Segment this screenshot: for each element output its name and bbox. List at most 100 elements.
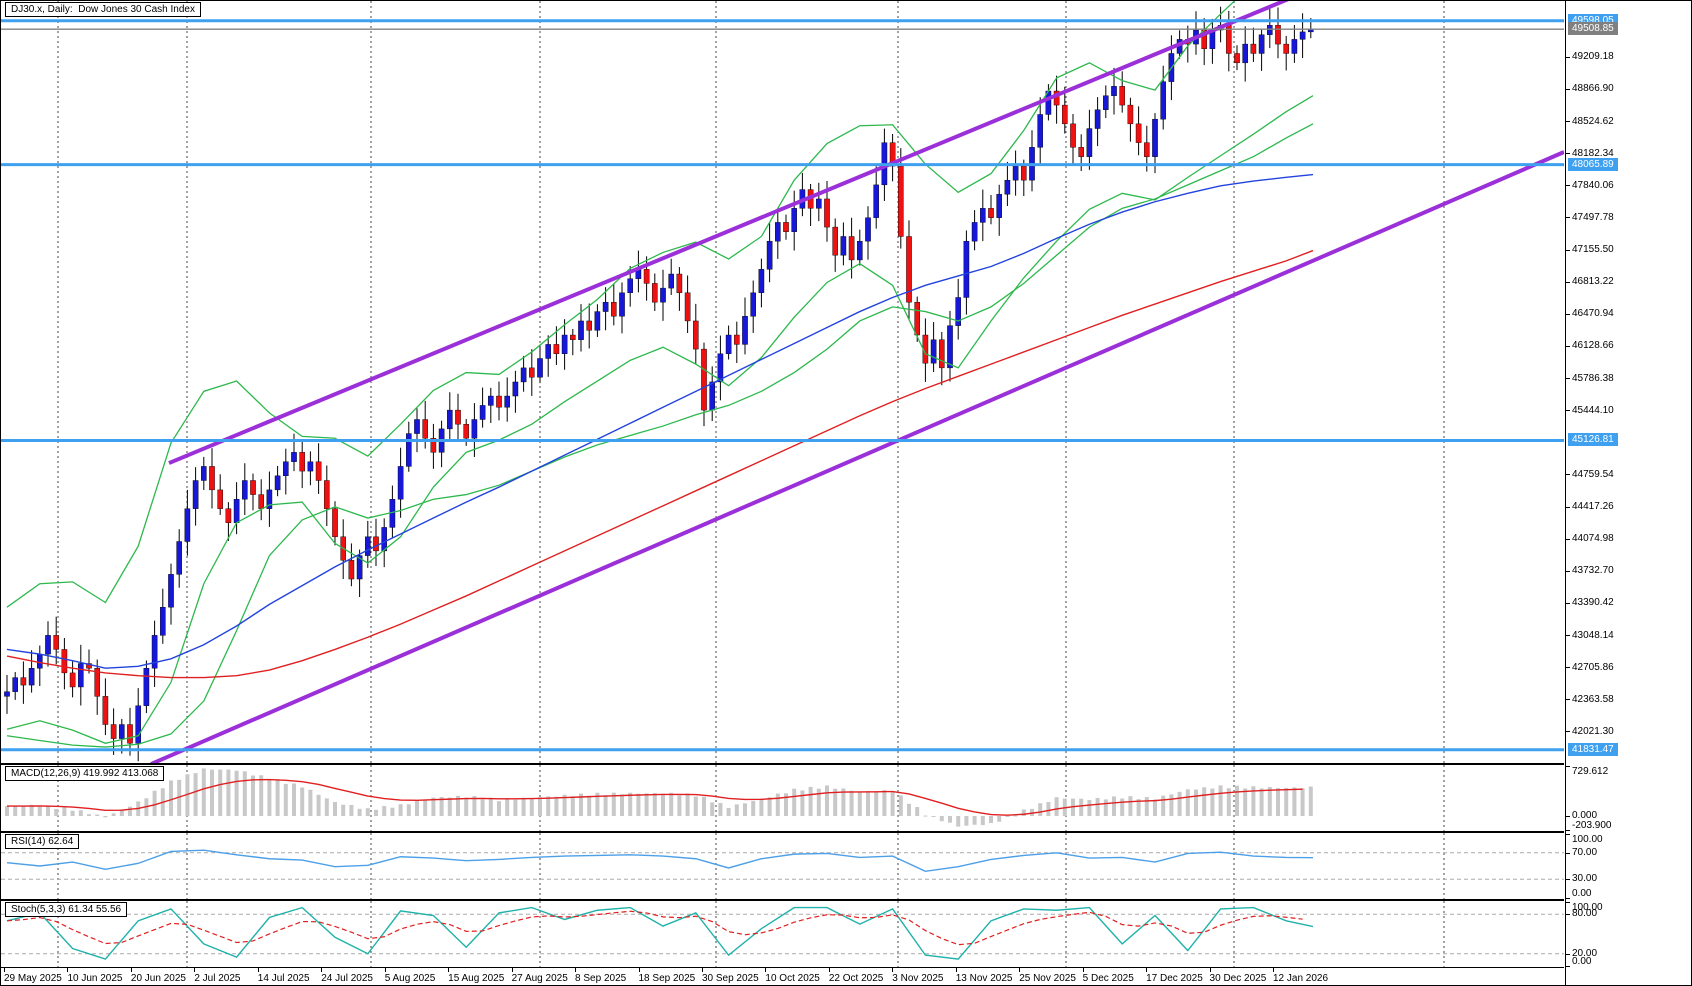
price-chart-canvas[interactable] <box>1 1 1564 763</box>
price-axis-tick <box>1566 313 1570 315</box>
macd-panel[interactable]: MACD(12,26,9) 419.992 413.068 <box>1 765 1564 831</box>
panel-separator[interactable] <box>1 831 1564 833</box>
indicator-axis-tick <box>1566 953 1570 955</box>
date-tick-label: 24 Jul 2025 <box>321 973 373 984</box>
indicator-scale-label: 0.00 <box>1572 888 1592 899</box>
indicator-axis-tick <box>1566 966 1570 967</box>
main-chart-area[interactable]: DJ30.x, Daily: Dow Jones 30 Cash Index <box>1 1 1564 763</box>
stoch-panel[interactable]: Stoch(5,3,3) 61.34 55.56 <box>1 901 1564 967</box>
date-axis-tick <box>638 968 640 972</box>
panel-separator[interactable] <box>1 899 1564 901</box>
indicator-axis-tick <box>1566 829 1570 831</box>
price-tick-label: 44417.26 <box>1572 501 1614 513</box>
date-axis-tick <box>1273 968 1274 972</box>
date-axis-tick <box>257 968 259 972</box>
price-tick-label: 47840.06 <box>1572 179 1614 191</box>
indicator-scale-label: 30.00 <box>1572 873 1598 885</box>
indicator-scale-label: 0.00 <box>1572 956 1592 967</box>
date-tick-label: 5 Aug 2025 <box>384 973 436 984</box>
date-axis-tick <box>384 968 386 972</box>
indicator-scale-label: -203.900 <box>1572 820 1612 831</box>
date-tick-label: 30 Dec 2025 <box>1209 973 1267 984</box>
price-tick-label: 46470.94 <box>1572 308 1614 320</box>
date-axis-tick <box>4 968 5 972</box>
indicator-axis-tick <box>1566 834 1570 835</box>
date-tick-label: 12 Jan 2026 <box>1273 973 1329 984</box>
price-axis-tick <box>1566 56 1570 58</box>
date-tick-label: 15 Aug 2025 <box>448 973 505 984</box>
indicator-scale-label: 0.000 <box>1572 810 1598 821</box>
macd-label: MACD(12,26,9) 419.992 413.068 <box>5 766 165 781</box>
indicator-axis-tick <box>1566 914 1570 916</box>
price-tick-label: 43732.70 <box>1572 565 1614 577</box>
indicator-scale-label: 729.612 <box>1572 766 1609 777</box>
date-axis-tick <box>321 968 323 972</box>
price-line-badge: 48065.89 <box>1568 157 1618 171</box>
price-tick-label: 44759.54 <box>1572 468 1614 480</box>
macd-signal-line <box>6 778 1303 816</box>
date-tick-label: 18 Sep 2025 <box>638 973 696 984</box>
date-tick-label: 20 Jun 2025 <box>130 973 186 984</box>
indicator-axis-tick <box>1566 852 1570 854</box>
price-axis-tick <box>1566 667 1570 669</box>
price-axis-tick <box>1566 506 1570 508</box>
price-tick-label: 43390.42 <box>1572 597 1614 609</box>
panel-separator[interactable] <box>1 763 1564 765</box>
macd-histogram <box>5 768 1313 827</box>
date-axis-tick <box>765 968 767 972</box>
date-tick-label: 13 Nov 2025 <box>955 973 1013 984</box>
price-axis-tick <box>1566 281 1570 283</box>
price-axis-tick <box>1566 217 1570 219</box>
date-axis-tick <box>828 968 830 972</box>
price-tick-label: 47497.78 <box>1572 211 1614 223</box>
date-tick-label: 10 Jun 2025 <box>67 973 123 984</box>
price-axis-tick <box>1566 410 1570 412</box>
indicator-axis-tick <box>1566 766 1570 768</box>
channel-line-upper <box>168 1 1289 465</box>
date-axis-tick <box>130 968 132 972</box>
candles-series <box>4 6 1314 762</box>
indicator-scale-label: 80.00 <box>1572 908 1598 920</box>
date-axis-tick <box>1082 968 1084 972</box>
price-axis-tick <box>1566 474 1570 476</box>
price-line-badge: 41831.47 <box>1568 742 1618 756</box>
rsi-canvas[interactable] <box>1 833 1564 899</box>
date-tick-label: 25 Nov 2025 <box>1019 973 1076 984</box>
price-axis-tick <box>1566 153 1570 155</box>
time-axis[interactable]: 29 May 2025 10 Jun 2025 20 Jun 2025 2 Jul 2… <box>1 967 1564 985</box>
price-axis-tick <box>1566 185 1570 187</box>
indicator-scale-label: 70.00 <box>1572 846 1598 858</box>
price-axis-tick <box>1566 699 1570 701</box>
indicator-axis-tick <box>1566 816 1570 817</box>
price-tick-label: 42705.86 <box>1572 661 1614 673</box>
price-tick-label: 45444.10 <box>1572 404 1614 416</box>
price-tick-label: 48866.90 <box>1572 83 1614 95</box>
date-tick-label: 30 Sep 2025 <box>701 973 759 984</box>
price-axis-tick <box>1566 249 1570 251</box>
price-tick-label: 43048.14 <box>1572 629 1614 641</box>
stoch-canvas[interactable] <box>1 901 1564 967</box>
date-axis-tick <box>194 968 196 972</box>
price-axis-tick <box>1566 570 1570 572</box>
date-axis-tick <box>575 968 577 972</box>
price-axis[interactable]: 49209.18 48866.90 48524.62 48182.34 47840.06… <box>1565 1 1691 985</box>
date-tick-label: 5 Dec 2025 <box>1082 973 1134 984</box>
indicator-scale-label: 100.00 <box>1572 902 1603 913</box>
price-tick-label: 48182.34 <box>1572 147 1614 159</box>
price-axis-tick <box>1566 345 1570 347</box>
price-axis-tick <box>1566 731 1570 733</box>
indicator-axis-tick <box>1566 898 1570 899</box>
price-tick-label: 46128.66 <box>1572 340 1614 352</box>
date-tick-label: 14 Jul 2025 <box>257 973 310 984</box>
indicator-scale-label: 20.00 <box>1572 947 1598 959</box>
price-tick-label: 48524.62 <box>1572 115 1614 127</box>
price-axis-tick <box>1566 378 1570 380</box>
macd-canvas[interactable] <box>1 765 1564 831</box>
rsi-panel[interactable]: RSI(14) 62.64 <box>1 833 1564 899</box>
stoch-signal-line <box>6 910 1303 946</box>
date-tick-label: 17 Dec 2025 <box>1146 973 1203 984</box>
price-tick-label: 42363.58 <box>1572 693 1614 705</box>
date-tick-label: 29 May 2025 <box>4 973 62 984</box>
date-tick-label: 2 Jul 2025 <box>194 973 241 984</box>
